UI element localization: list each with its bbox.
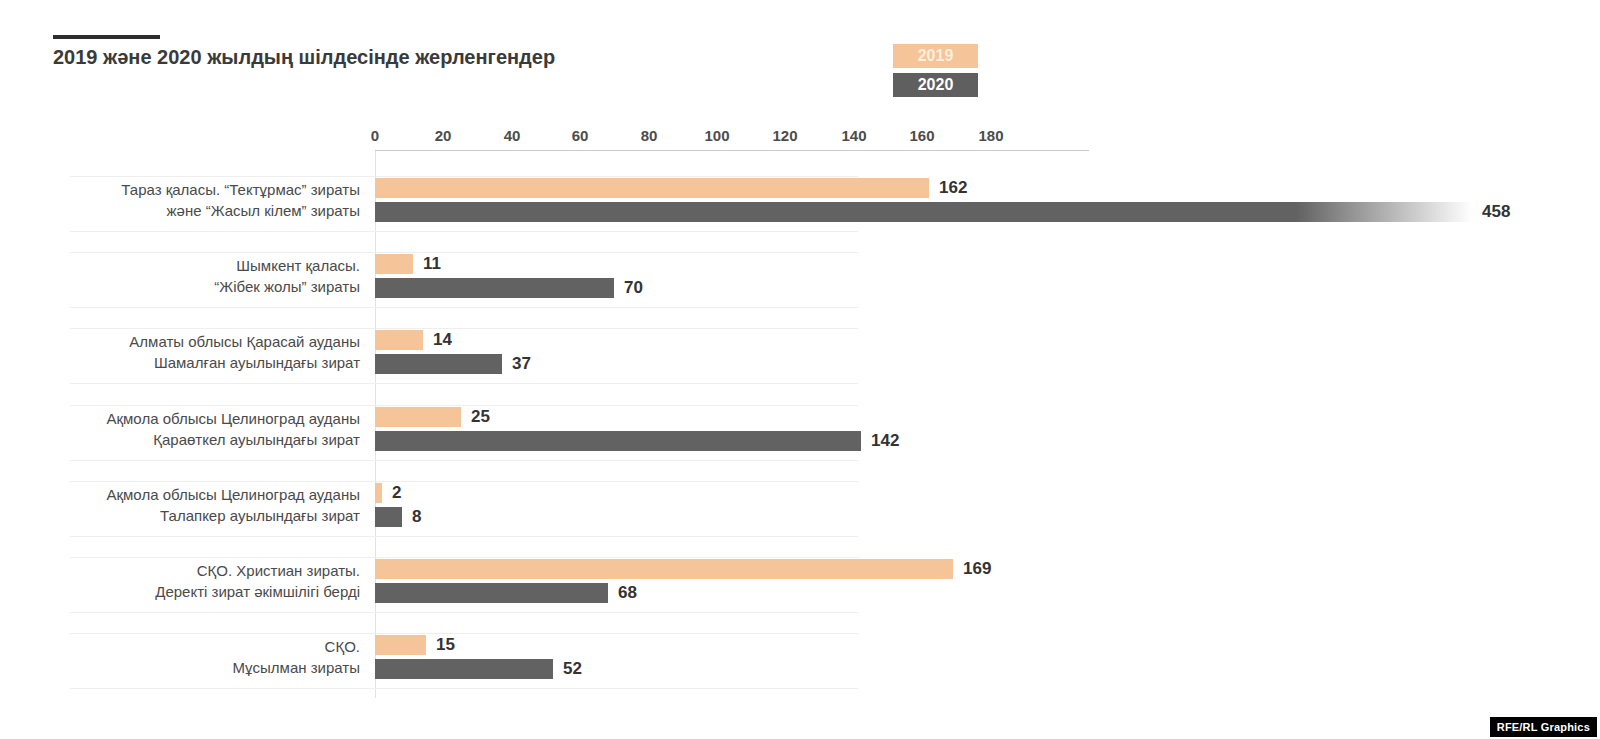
bar-value-label: 68 — [618, 583, 637, 603]
row-separator-line — [70, 688, 858, 689]
category-label-line: Деректі зират әкімшілігі берді — [0, 581, 360, 602]
bar-value-label: 2 — [392, 483, 401, 503]
x-tick-label: 100 — [704, 127, 729, 144]
bar-chart: 0 20 40 60 80 100 120 140 160 180 Тараз қаласы. “Т… — [0, 0, 1600, 739]
category-label-line: СҚО. — [0, 636, 360, 657]
bar-2019 — [375, 254, 413, 274]
bar-2019 — [375, 483, 382, 503]
infographic: 2019 және 2020 жылдың шілдесінде жерленг… — [0, 0, 1600, 739]
row-separator-line — [70, 557, 858, 558]
bar-2019 — [375, 635, 426, 655]
bar-2019 — [375, 559, 953, 579]
category-label-line: Ақмола облысы Целиноград ауданы — [0, 408, 360, 429]
row-separator-line — [70, 383, 858, 384]
category-label: Шымкент қаласы.“Жібек жолы” зираты — [0, 255, 360, 297]
category-label-line: Шамалған ауылындағы зират — [0, 352, 360, 373]
row-separator-line — [70, 405, 858, 406]
category-label: Ақмола облысы Целиноград ауданыҚараөткел… — [0, 408, 360, 450]
bar-value-label: 458 — [1482, 202, 1510, 222]
x-tick-label: 80 — [641, 127, 658, 144]
row-separator-line — [70, 633, 858, 634]
x-tick-label: 120 — [772, 127, 797, 144]
x-tick-label: 20 — [435, 127, 452, 144]
bar-2020 — [375, 354, 502, 374]
credit-badge: RFE/RL Graphics — [1490, 717, 1597, 737]
category-label-line: Алматы облысы Қарасай ауданы — [0, 331, 360, 352]
bar-value-label: 11 — [423, 254, 441, 274]
row-separator-line — [70, 176, 858, 177]
bar-value-label: 25 — [471, 407, 490, 427]
category-label: СҚО.Мұсылман зираты — [0, 636, 360, 678]
category-label: СҚО. Христиан зираты.Деректі зират әкімш… — [0, 560, 360, 602]
bar-2020 — [375, 659, 553, 679]
category-label-line: Мұсылман зираты — [0, 657, 360, 678]
bar-value-label: 169 — [963, 559, 991, 579]
bar-value-label: 142 — [871, 431, 899, 451]
bar-2020 — [375, 202, 1472, 222]
x-tick-label: 160 — [909, 127, 934, 144]
category-label: Алматы облысы Қарасай ауданыШамалған ауы… — [0, 331, 360, 373]
category-label-line: СҚО. Христиан зираты. — [0, 560, 360, 581]
category-label-line: “Жібек жолы” зираты — [0, 276, 360, 297]
category-label-line: Шымкент қаласы. — [0, 255, 360, 276]
bar-2019 — [375, 407, 461, 427]
row-separator-line — [70, 481, 858, 482]
x-tick-label: 0 — [371, 127, 379, 144]
bar-value-label: 8 — [412, 507, 421, 527]
category-label: Ақмола облысы Целиноград ауданыТалапкер … — [0, 484, 360, 526]
bar-2020 — [375, 278, 614, 298]
x-tick-label: 180 — [978, 127, 1003, 144]
x-tick-label: 60 — [572, 127, 589, 144]
row-separator-line — [70, 231, 858, 232]
bar-value-label: 52 — [563, 659, 582, 679]
category-label-line: және “Жасыл кілем” зираты — [0, 200, 360, 221]
category-label-line: Талапкер ауылындағы зират — [0, 505, 360, 526]
row-separator-line — [70, 328, 858, 329]
category-label-line: Ақмола облысы Целиноград ауданы — [0, 484, 360, 505]
bar-value-label: 15 — [436, 635, 455, 655]
bar-value-label: 162 — [939, 178, 967, 198]
row-separator-line — [70, 612, 858, 613]
bar-2020 — [375, 583, 608, 603]
bar-2020 — [375, 507, 402, 527]
row-separator-line — [70, 460, 858, 461]
bar-2020 — [375, 431, 861, 451]
bar-2019 — [375, 330, 423, 350]
bar-value-label: 14 — [433, 330, 452, 350]
bar-2019 — [375, 178, 929, 198]
x-tick-label: 40 — [504, 127, 521, 144]
row-separator-line — [70, 307, 858, 308]
row-separator-line — [70, 252, 858, 253]
category-label: Тараз қаласы. “Тектұрмас” зиратыжәне “Жа… — [0, 179, 360, 221]
bar-value-label: 37 — [512, 354, 531, 374]
row-separator-line — [70, 536, 858, 537]
category-label-line: Тараз қаласы. “Тектұрмас” зираты — [0, 179, 360, 200]
x-axis-line — [375, 150, 1089, 151]
bar-value-label: 70 — [624, 278, 643, 298]
category-label-line: Қараөткел ауылындағы зират — [0, 429, 360, 450]
x-tick-label: 140 — [841, 127, 866, 144]
